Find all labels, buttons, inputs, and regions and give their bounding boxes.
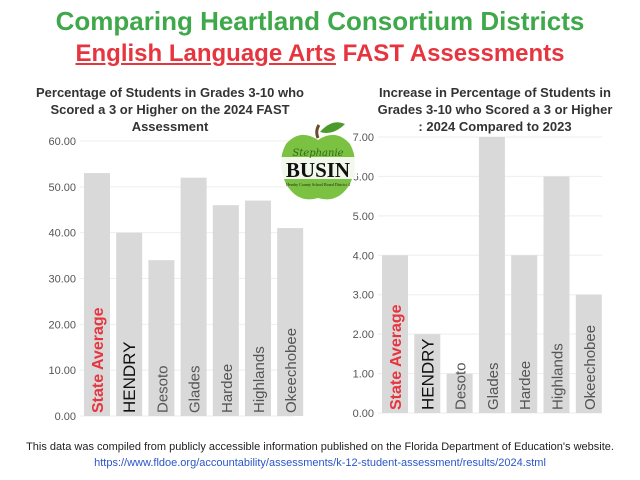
- y-tick-label: 6.00: [353, 171, 374, 183]
- main-title: Comparing Heartland Consortium Districts: [55, 6, 585, 36]
- y-tick-label: 10.00: [48, 365, 76, 377]
- y-tick-label: 4.00: [353, 250, 374, 262]
- bar-desoto: [148, 260, 175, 416]
- source-link[interactable]: https://www.fldoe.org/accountability/ass…: [94, 457, 546, 469]
- subtitle-rest: FAST Assessments: [335, 40, 565, 67]
- x-category-label: Hardee: [219, 364, 236, 413]
- right-chart-title: Increase in Percentage of Students in Gr…: [377, 85, 613, 134]
- bar-state-average: [84, 173, 110, 416]
- y-tick-label: 1.00: [353, 369, 374, 381]
- x-category-label: Desoto: [154, 365, 171, 413]
- bar-hardee: [212, 205, 239, 416]
- bar-state-average: [382, 255, 408, 413]
- x-category-label: Highlands: [550, 343, 567, 410]
- y-tick-label: 5.00: [353, 211, 374, 223]
- y-tick-label: 50.00: [48, 182, 76, 194]
- x-category-label: State Average: [90, 307, 107, 413]
- y-tick-label: 2.00: [353, 329, 374, 341]
- bar-hendry: [116, 232, 143, 416]
- y-tick-label: 7.00: [353, 132, 374, 144]
- x-category-label: Okeechobee: [283, 328, 300, 413]
- x-category-label: Hardee: [517, 361, 534, 410]
- x-category-label: HENDRY: [120, 342, 139, 413]
- x-category-label: State Average: [388, 304, 405, 410]
- y-tick-label: 40.00: [48, 228, 76, 240]
- y-tick-label: 20.00: [48, 319, 76, 331]
- bar-okeechobee: [277, 228, 304, 416]
- x-category-label: Glades: [187, 365, 204, 413]
- bar-highlands: [245, 200, 271, 416]
- x-category-label: Glades: [485, 362, 502, 410]
- bar-highlands: [543, 176, 570, 413]
- x-category-label: Highlands: [251, 346, 268, 413]
- bar-glades: [478, 137, 505, 413]
- x-category-label: Desoto: [453, 362, 470, 410]
- x-category-label: HENDRY: [418, 339, 437, 410]
- y-tick-label: 0.00: [353, 408, 374, 420]
- bar-okeechobee: [575, 294, 602, 413]
- subtitle: English Language Arts FAST Assessments: [0, 40, 640, 68]
- y-tick-label: 30.00: [48, 274, 76, 286]
- y-tick-label: 60.00: [48, 136, 76, 148]
- footer-note: This data was compiled from publicly acc…: [26, 441, 614, 453]
- y-tick-label: 0.00: [55, 411, 76, 423]
- x-category-label: Okeechobee: [582, 325, 599, 410]
- bar-hendry: [414, 334, 441, 413]
- bar-glades: [180, 177, 207, 416]
- subtitle-underlined: English Language Arts: [75, 40, 336, 67]
- left-chart-title: Percentage of Students in Grades 3-10 wh…: [35, 85, 304, 134]
- bar-hardee: [511, 255, 538, 413]
- bar-desoto: [446, 373, 473, 413]
- y-tick-label: 3.00: [353, 290, 374, 302]
